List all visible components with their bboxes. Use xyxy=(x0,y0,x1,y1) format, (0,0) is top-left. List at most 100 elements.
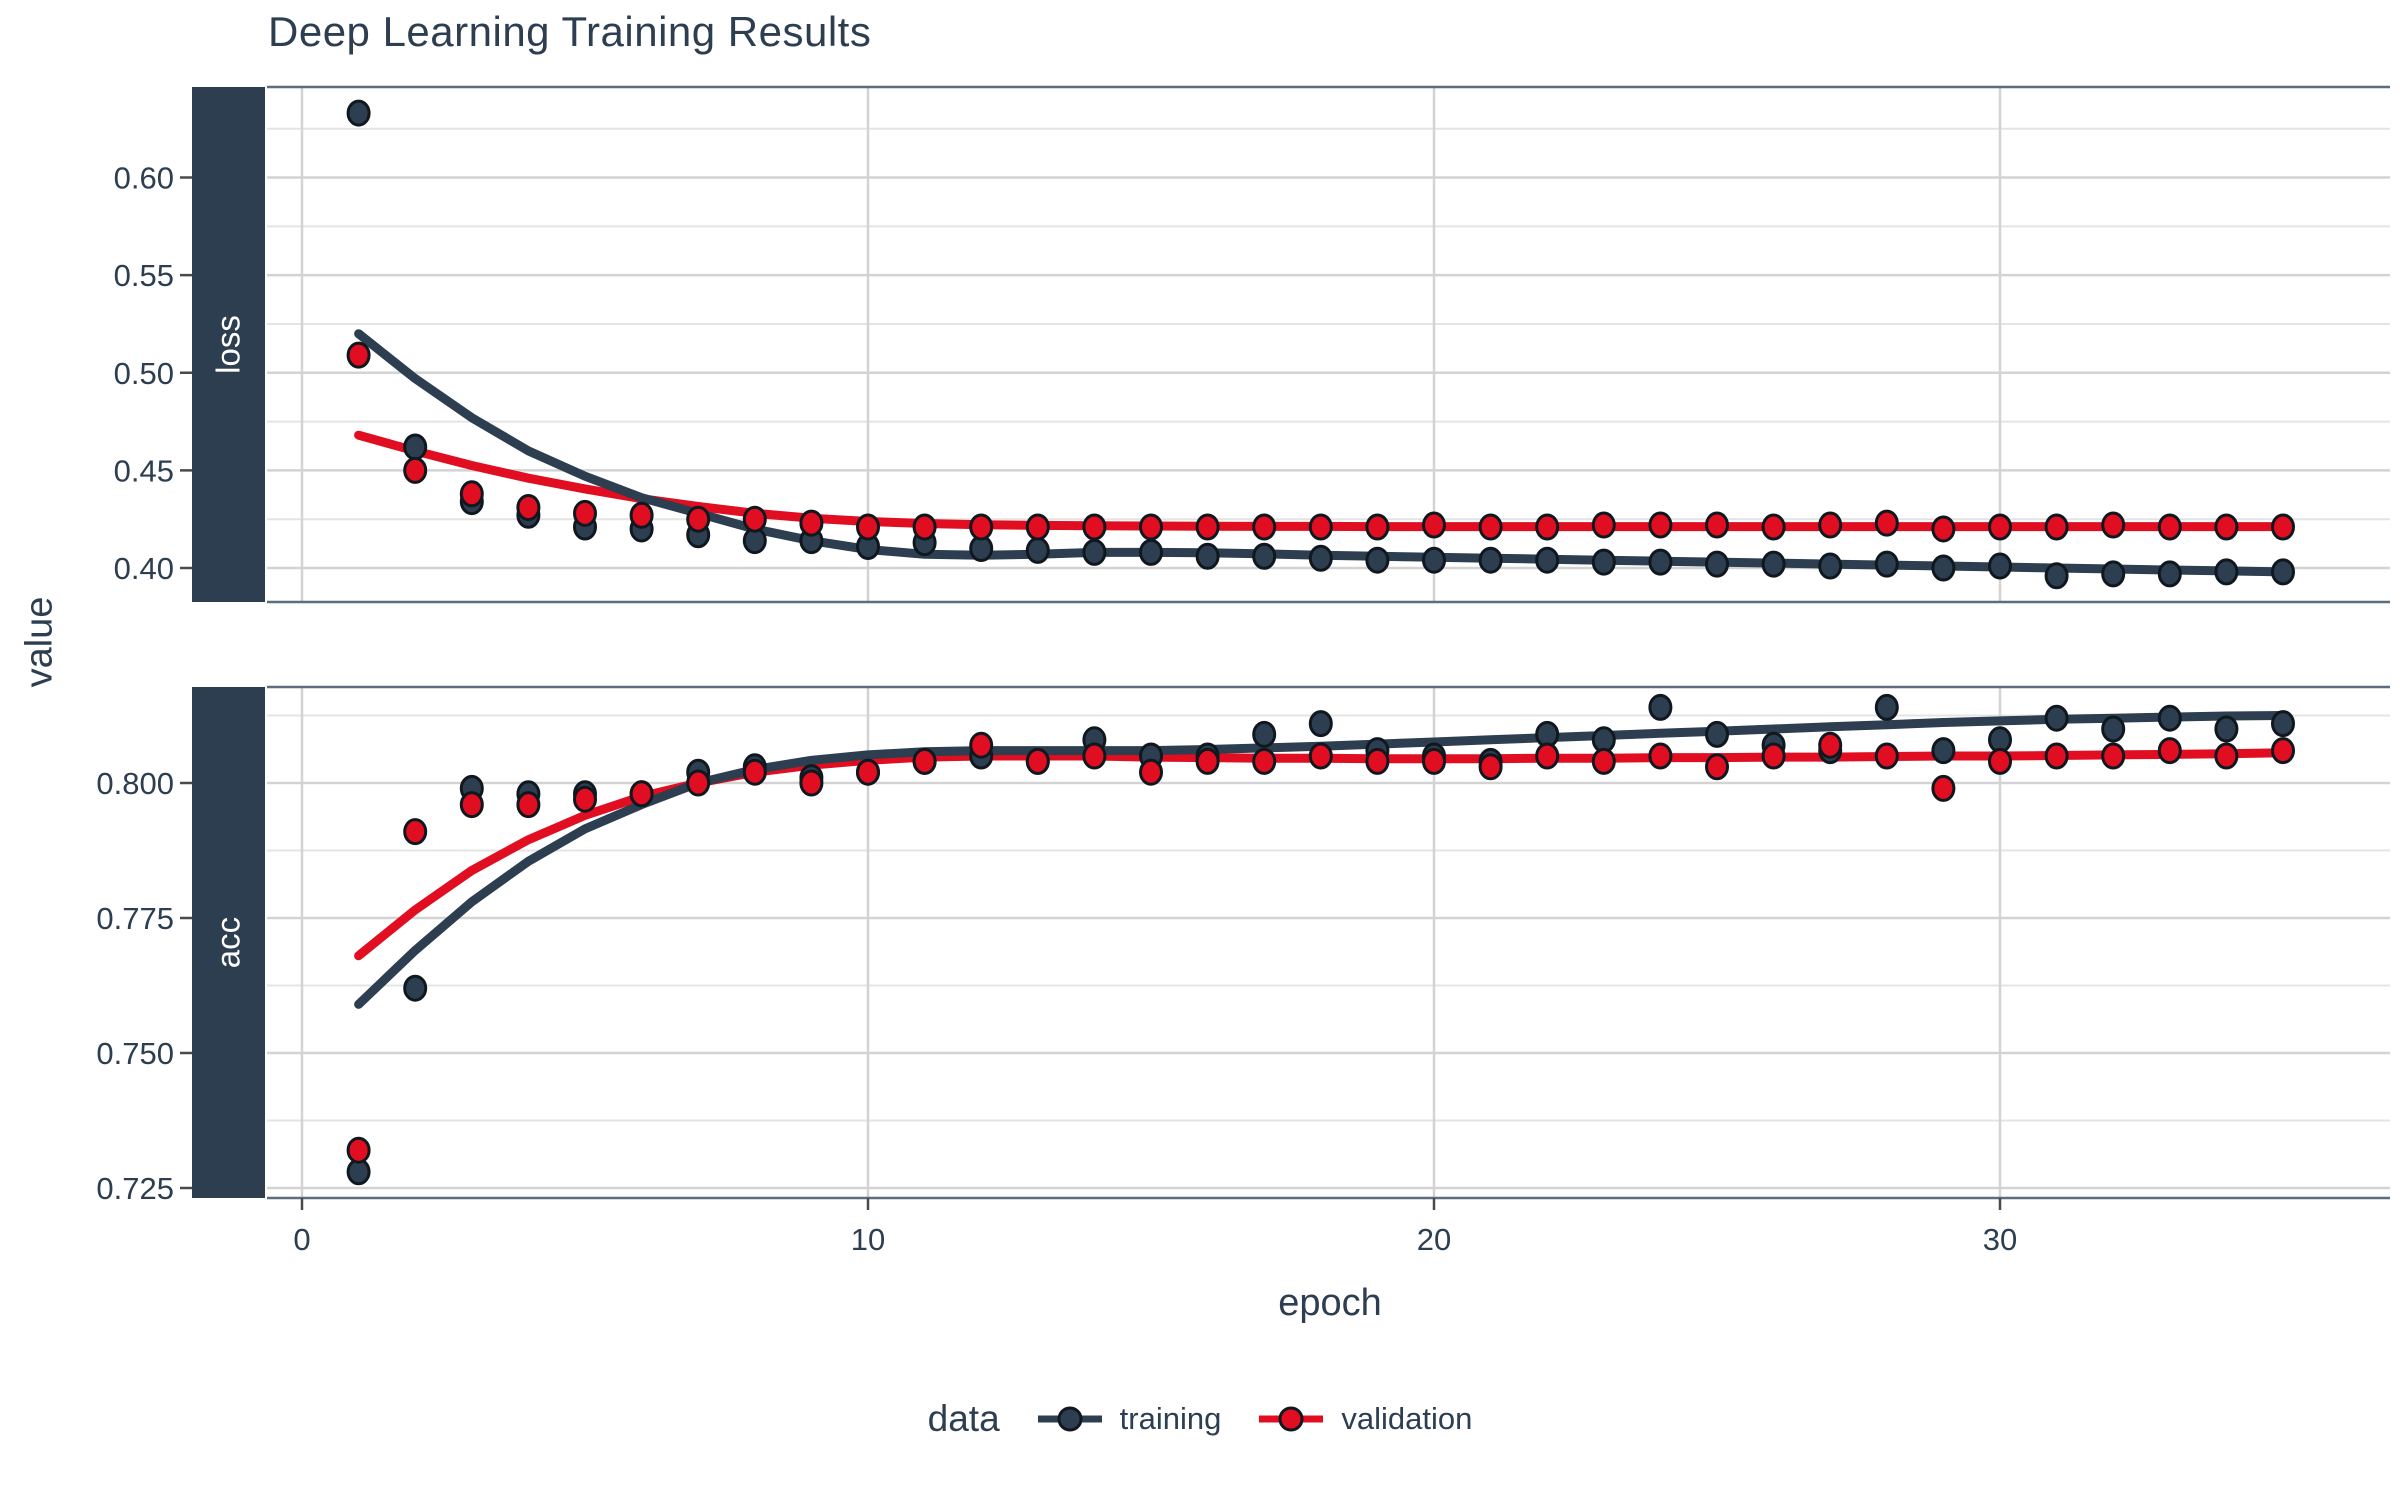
data-point xyxy=(2214,558,2239,586)
data-point xyxy=(742,505,767,533)
data-point xyxy=(403,456,428,484)
facet-strip-loss xyxy=(192,87,265,602)
data-point xyxy=(1874,693,1899,721)
data-point xyxy=(1025,536,1050,564)
data-point xyxy=(1478,546,1503,574)
data-point xyxy=(686,505,711,533)
data-point xyxy=(1422,546,1446,574)
legend-title: data xyxy=(927,1398,1000,1439)
data-point xyxy=(1591,511,1616,539)
data-point xyxy=(1139,538,1163,566)
facet-strip-label: acc xyxy=(210,917,247,968)
chart-title: Deep Learning Training Results xyxy=(268,8,872,55)
data-point xyxy=(2157,560,2182,588)
data-point xyxy=(1025,513,1050,541)
data-point xyxy=(1195,747,1220,775)
data-point xyxy=(1195,542,1220,570)
data-point xyxy=(1874,509,1899,537)
data-point xyxy=(2044,704,2069,732)
data-point xyxy=(1252,542,1277,570)
data-point xyxy=(1082,513,1107,541)
data-point xyxy=(1195,513,1220,541)
data-point xyxy=(799,509,824,537)
legend-key-validation-icon xyxy=(1259,1406,1324,1432)
data-point xyxy=(1365,513,1390,541)
facet-strip-acc xyxy=(192,687,265,1198)
data-point xyxy=(1818,552,1843,580)
legend: data training validation xyxy=(0,1398,2400,1440)
data-point xyxy=(1365,546,1390,574)
data-point xyxy=(1988,513,2012,541)
data-point xyxy=(1931,515,1956,543)
data-point xyxy=(2101,715,2126,743)
data-point xyxy=(516,493,541,521)
data-point xyxy=(1818,731,1843,759)
legend-item-validation: validation xyxy=(1255,1401,1472,1437)
y-tick-label: 0.800 xyxy=(96,766,174,801)
data-point xyxy=(1705,550,1729,578)
x-axis-title: epoch xyxy=(1278,1282,1382,1324)
data-point xyxy=(1365,747,1390,775)
data-point xyxy=(403,433,428,461)
data-point xyxy=(573,785,597,813)
data-point xyxy=(1931,737,1956,765)
data-point xyxy=(1139,513,1163,541)
points-validation-acc xyxy=(346,731,2295,1164)
data-point xyxy=(1591,747,1616,775)
data-point xyxy=(969,731,994,759)
data-point xyxy=(1535,546,1560,574)
data-point xyxy=(2101,742,2126,770)
data-point xyxy=(2101,511,2126,539)
data-point xyxy=(1535,742,1560,770)
data-point xyxy=(1308,742,1333,770)
facet-strip-label: loss xyxy=(210,315,247,374)
data-point xyxy=(1648,511,1673,539)
data-point xyxy=(2044,513,2069,541)
legend-label-validation: validation xyxy=(1341,1401,1473,1436)
points-validation-loss xyxy=(346,341,2295,543)
data-point xyxy=(1988,552,2012,580)
legend-item-training: training xyxy=(1034,1401,1221,1437)
data-point xyxy=(2271,558,2295,586)
data-point xyxy=(1025,747,1050,775)
data-point xyxy=(1082,742,1107,770)
data-point xyxy=(1648,742,1673,770)
y-tick-label: 0.775 xyxy=(96,901,174,936)
data-point xyxy=(1705,511,1729,539)
data-point xyxy=(856,513,880,541)
data-point xyxy=(1705,753,1729,781)
data-point xyxy=(1308,513,1333,541)
data-point xyxy=(1308,710,1333,738)
y-tick-label: 0.725 xyxy=(96,1171,174,1206)
data-point xyxy=(1648,693,1673,721)
y-tick-label: 0.45 xyxy=(114,453,174,488)
y-tick-label: 0.50 xyxy=(114,356,174,391)
data-point xyxy=(346,1136,371,1164)
data-point xyxy=(516,791,541,819)
data-point xyxy=(2214,742,2239,770)
legend-key-training-icon xyxy=(1037,1406,1102,1432)
data-point xyxy=(2157,704,2182,732)
data-point xyxy=(1761,513,1786,541)
data-point xyxy=(403,974,428,1002)
data-point xyxy=(2271,737,2295,765)
data-point xyxy=(1874,742,1899,770)
data-point xyxy=(2044,742,2069,770)
data-point xyxy=(2157,737,2182,765)
data-point xyxy=(1818,511,1843,539)
data-point xyxy=(629,501,654,529)
x-tick-label: 10 xyxy=(851,1222,885,1257)
data-point xyxy=(346,99,371,127)
data-point xyxy=(1761,742,1786,770)
data-point xyxy=(1082,538,1107,566)
data-point xyxy=(1931,554,1956,582)
y-tick-label: 0.750 xyxy=(96,1036,174,1071)
data-point xyxy=(573,499,597,527)
data-point xyxy=(1988,747,2012,775)
data-point xyxy=(912,747,937,775)
data-point xyxy=(459,480,484,508)
data-point xyxy=(856,758,880,786)
data-point xyxy=(799,769,824,797)
